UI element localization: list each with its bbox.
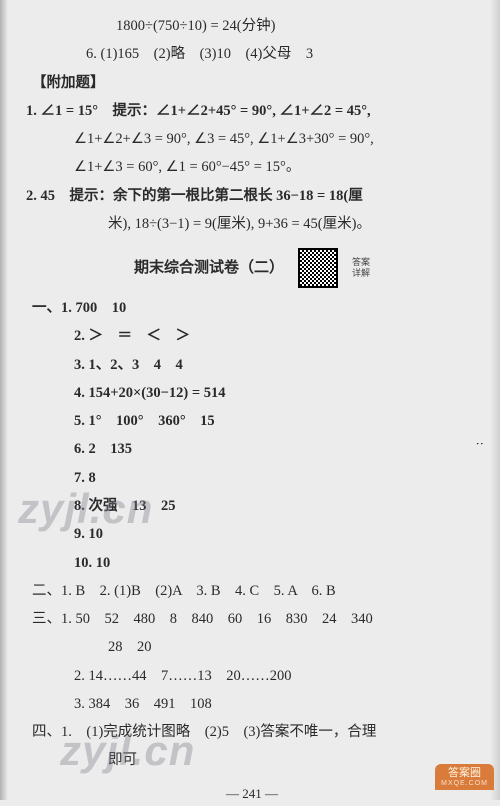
binding-dots: :: [469, 442, 492, 445]
badge-sub: MXQE.COM: [441, 780, 488, 788]
appendix-q1-line1: 1. ∠1 = 15° 提示：∠1+∠2+45° = 90°, ∠1+∠2 = …: [26, 103, 371, 119]
appendix-q1-line3: ∠1+∠3 = 60°, ∠1 = 60°−45° = 15°。: [26, 153, 478, 181]
part1-item6: 6. 2 135: [26, 435, 478, 463]
section-header: 期末综合测试卷（二） 答案 详解: [26, 248, 478, 288]
brand-badge: 答案圈 MXQE.COM: [435, 764, 494, 790]
qr-label-line1: 答案: [352, 257, 370, 268]
part3-line2: 2. 14……44 7……13 20……200: [26, 662, 478, 690]
appendix-q2-line2: 米), 18÷(3−1) = 9(厘米), 9+36 = 45(厘米)。: [26, 210, 478, 238]
appendix-header: 【附加题】: [26, 69, 478, 97]
part1-item3: 3. 1、2、3 4 4: [26, 351, 478, 379]
part3-line1b: 28 20: [26, 633, 478, 661]
badge-title: 答案圈: [448, 767, 481, 779]
part1-item2: 2. ＞ ＝ ＜ ＞: [26, 322, 478, 350]
left-page-shadow: [0, 0, 8, 800]
watermark-1: zyjl.cn: [18, 468, 153, 550]
section-title: 期末综合测试卷（二）: [134, 254, 284, 283]
qr-label: 答案 详解: [352, 257, 370, 279]
watermark-2: zyjl.cn: [60, 710, 195, 792]
part1-item5: 5. 1° 100° 360° 15: [26, 407, 478, 435]
part1-item1: 1. 700 10: [61, 300, 126, 316]
right-page-shadow: [490, 0, 500, 800]
part1-item10: 10. 10: [26, 549, 478, 577]
part1-item4: 4. 154+20×(30−12) = 514: [26, 379, 478, 407]
top-line-1: 1800÷(750÷10) = 24(分钟): [26, 12, 478, 40]
appendix-q1-line2: ∠1+∠2+∠3 = 90°, ∠3 = 45°, ∠1+∠3+30° = 90…: [26, 125, 478, 153]
top-line-2: 6. (1)165 (2)略 (3)10 (4)父母 3: [26, 40, 478, 68]
part2-line: 二、1. B 2. (1)B (2)A 3. B 4. C 5. A 6. B: [26, 577, 478, 605]
part3-line1: 三、1. 50 52 480 8 840 60 16 830 24 340: [26, 605, 478, 633]
appendix-q2-line1: 2. 45 提示：余下的第一根比第二根长 36−18 = 18(厘: [26, 188, 363, 204]
qr-code-icon: [298, 248, 338, 288]
qr-label-line2: 详解: [352, 268, 370, 279]
part1-label: 一、: [32, 300, 61, 316]
